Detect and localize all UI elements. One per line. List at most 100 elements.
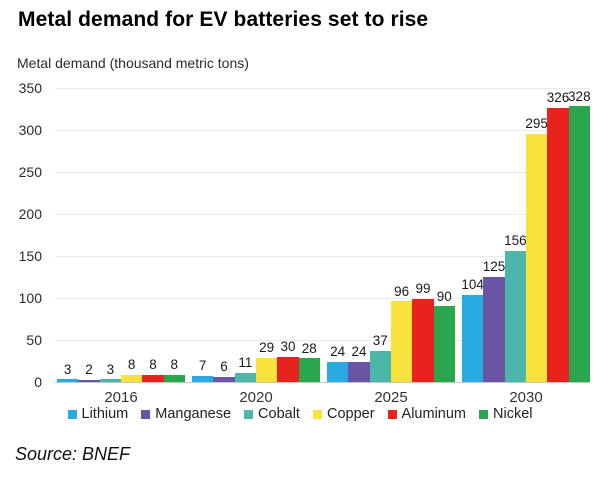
legend-item-nickel: Nickel <box>479 406 532 422</box>
gridline-200 <box>55 214 590 215</box>
bar-cell-cobalt-2030: 156 <box>504 88 527 382</box>
plot-area: 3 2 3 8 8 8 2016 7 6 11 29 30 28 2020 24 24 37 96 99 90 2025… <box>55 88 591 406</box>
bar-cell-copper-2025: 96 <box>390 88 413 382</box>
chart-title: Metal demand for EV batteries set to ris… <box>18 8 429 31</box>
x-category-label-2016: 2016 <box>104 389 138 406</box>
bar-value-label-copper-2020: 29 <box>259 339 275 355</box>
bar-value-label-cobalt-2016: 3 <box>106 361 115 377</box>
bar-value-label-nickel-2016: 8 <box>170 357 179 373</box>
legend-swatch-icon-manganese <box>141 409 151 419</box>
bar-nickel-2020 <box>298 358 320 382</box>
bar-lithium-2030 <box>462 294 484 382</box>
bar-group-2025: 24 24 37 96 99 90 <box>327 88 455 382</box>
y-axis-title: Metal demand (thousand metric tons) <box>17 55 249 71</box>
gridline-0 <box>55 382 590 383</box>
bar-cobalt-2030 <box>504 250 526 382</box>
bar-cell-manganese-2016: 2 <box>78 88 100 382</box>
legend-item-cobalt: Cobalt <box>244 406 300 422</box>
bar-cell-nickel-2030: 328 <box>568 88 591 382</box>
legend-swatch-icon-nickel <box>479 409 488 419</box>
bar-nickel-2030 <box>568 106 590 382</box>
bar-cobalt-2020 <box>234 372 256 382</box>
bar-cell-cobalt-2025: 37 <box>369 88 391 382</box>
bar-lithium-2016 <box>57 379 79 382</box>
x-category-label-2020: 2020 <box>239 389 273 406</box>
legend-item-lithium: Lithium <box>67 406 129 422</box>
legend-label-nickel: Nickel <box>493 406 533 422</box>
bar-value-label-cobalt-2020: 11 <box>238 354 253 370</box>
y-tick-label-100: 100 <box>18 290 42 306</box>
bar-copper-2025 <box>390 301 413 382</box>
bar-cell-aluminum-2020: 30 <box>277 88 299 382</box>
bar-cell-copper-2020: 29 <box>255 88 278 382</box>
legend-swatch-icon-copper <box>312 409 322 419</box>
bar-cell-cobalt-2020: 11 <box>234 88 256 382</box>
legend-label-cobalt: Cobalt <box>258 406 300 422</box>
legend-item-aluminum: Aluminum <box>387 406 466 422</box>
bar-cell-manganese-2020: 6 <box>213 88 235 382</box>
legend-label-lithium: Lithium <box>81 406 129 422</box>
gridline-150 <box>55 256 590 257</box>
bar-value-label-aluminum-2025: 99 <box>415 281 431 296</box>
bar-cell-aluminum-2025: 99 <box>412 88 434 382</box>
bar-lithium-2025 <box>327 361 349 382</box>
legend-label-copper: Copper <box>326 406 375 422</box>
bar-value-label-lithium-2030: 104 <box>461 276 484 292</box>
bar-group-2030: 104 125 156 295 326 328 <box>461 88 591 382</box>
bar-aluminum-2016 <box>142 375 164 382</box>
bar-value-label-manganese-2025: 24 <box>351 344 367 359</box>
bar-manganese-2016 <box>78 380 100 382</box>
y-tick-label-350: 350 <box>18 80 42 96</box>
bar-cell-lithium-2030: 104 <box>461 88 484 382</box>
bar-value-label-cobalt-2030: 156 <box>504 233 527 249</box>
bar-value-label-nickel-2025: 90 <box>436 288 452 304</box>
bar-manganese-2025 <box>348 361 370 382</box>
bar-value-label-copper-2025: 96 <box>394 283 410 299</box>
bar-value-label-aluminum-2030: 326 <box>546 90 570 106</box>
bar-manganese-2020 <box>213 376 235 382</box>
legend-label-aluminum: Aluminum <box>401 406 466 422</box>
legend-swatch-icon-lithium <box>67 409 77 419</box>
bar-cell-nickel-2020: 28 <box>298 88 320 382</box>
legend-item-manganese: Manganese <box>141 406 231 422</box>
bar-cell-copper-2016: 8 <box>120 88 143 382</box>
bar-cell-cobalt-2016: 3 <box>99 88 121 382</box>
bar-copper-2030 <box>525 134 548 382</box>
bar-value-label-manganese-2016: 2 <box>85 362 93 378</box>
bar-cell-aluminum-2016: 8 <box>142 88 164 382</box>
gridline-100 <box>55 298 590 299</box>
legend: Lithium Manganese Cobalt Copper Aluminum Nick… <box>0 406 600 422</box>
legend-swatch-icon-cobalt <box>244 409 254 419</box>
x-category-label-2025: 2025 <box>374 389 408 406</box>
bar-aluminum-2020 <box>277 356 299 382</box>
bar-cell-nickel-2025: 90 <box>433 88 455 382</box>
bar-value-label-copper-2016: 8 <box>127 357 136 373</box>
bar-cell-lithium-2020: 7 <box>192 88 214 382</box>
gridline-350 <box>55 88 590 89</box>
bar-copper-2016 <box>120 375 143 382</box>
gridline-50 <box>55 340 590 341</box>
bar-aluminum-2025 <box>412 298 434 382</box>
y-tick-label-300: 300 <box>18 122 42 138</box>
bar-value-label-cobalt-2025: 37 <box>372 333 388 349</box>
legend-swatch-icon-aluminum <box>387 409 397 419</box>
bar-nickel-2025 <box>433 306 455 382</box>
gridline-250 <box>55 172 590 173</box>
bar-cobalt-2016 <box>99 379 121 382</box>
y-tick-label-150: 150 <box>18 248 42 264</box>
bar-cell-manganese-2030: 125 <box>482 88 506 382</box>
bar-value-label-nickel-2030: 328 <box>568 88 591 104</box>
bar-value-label-manganese-2030: 125 <box>482 259 506 275</box>
bar-nickel-2016 <box>163 375 185 382</box>
bar-value-label-lithium-2025: 24 <box>330 344 346 359</box>
bar-group-2020: 7 6 11 29 30 28 <box>192 88 320 382</box>
bar-cell-lithium-2025: 24 <box>327 88 349 382</box>
bar-value-label-manganese-2020: 6 <box>220 359 228 375</box>
y-tick-label-0: 0 <box>34 374 42 390</box>
y-tick-label-250: 250 <box>18 164 42 180</box>
bar-value-label-copper-2030: 295 <box>525 116 548 132</box>
legend-item-copper: Copper <box>312 406 375 422</box>
y-tick-label-50: 50 <box>26 332 42 348</box>
bar-cell-aluminum-2030: 326 <box>546 88 570 382</box>
